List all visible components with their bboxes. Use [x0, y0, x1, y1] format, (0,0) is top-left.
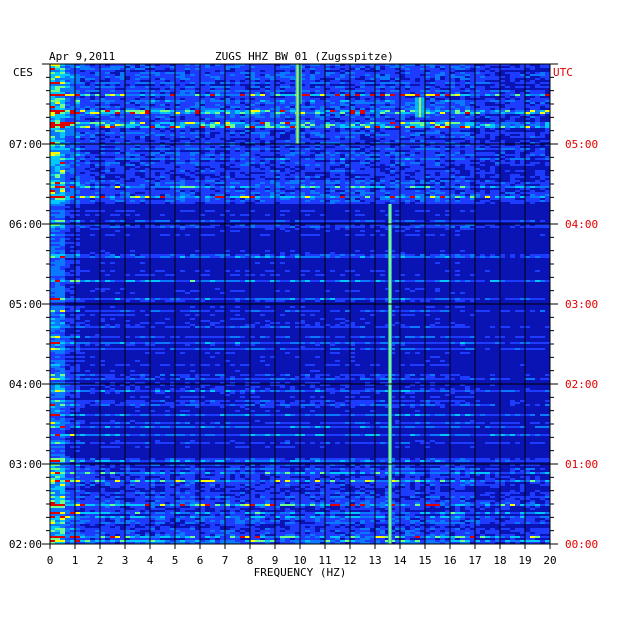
x-tick-label: 9 [272, 554, 279, 567]
right-time-label: 01:00 [565, 458, 598, 471]
right-time-label: 00:00 [565, 538, 598, 551]
grid-lines [50, 64, 550, 544]
x-tick-label: 0 [47, 554, 54, 567]
x-tick-label: 14 [393, 554, 407, 567]
x-tick-label: 15 [418, 554, 431, 567]
left-time-label: 06:00 [9, 218, 42, 231]
x-tick-label: 20 [543, 554, 556, 567]
x-tick-label: 16 [443, 554, 456, 567]
date-label: Apr 9,2011 [49, 50, 115, 63]
x-tick-label: 13 [368, 554, 381, 567]
ces-label: CES [13, 66, 33, 79]
left-time-labels: 07:00 06:00 05:00 04:00 03:00 02:00 [9, 138, 42, 551]
x-tick-label: 10 [293, 554, 306, 567]
x-tick-labels: 0 1 2 3 4 5 6 7 8 9 10 11 12 13 14 15 16 17 18 19 20 [47, 554, 557, 567]
x-tick-label: 19 [518, 554, 531, 567]
x-tick-label: 12 [343, 554, 356, 567]
left-time-label: 02:00 [9, 538, 42, 551]
feature-line-2 [295, 64, 300, 144]
x-tick-label: 2 [97, 554, 104, 567]
x-tick-label: 18 [493, 554, 506, 567]
right-time-label: 03:00 [565, 298, 598, 311]
x-tick-label: 17 [468, 554, 481, 567]
x-tick-label: 8 [247, 554, 254, 567]
left-time-label: 07:00 [9, 138, 42, 151]
left-time-label: 04:00 [9, 378, 42, 391]
x-tick-label: 11 [318, 554, 331, 567]
x-tick-label: 5 [172, 554, 179, 567]
left-time-label: 03:00 [9, 458, 42, 471]
utc-label: UTC [553, 66, 573, 79]
right-time-label: 05:00 [565, 138, 598, 151]
x-tick-label: 1 [72, 554, 79, 567]
right-time-label: 02:00 [565, 378, 598, 391]
x-tick-label: 3 [122, 554, 129, 567]
x-axis-label: FREQUENCY (HZ) [254, 566, 347, 579]
feature-burst-3 [415, 97, 425, 118]
left-time-label: 05:00 [9, 298, 42, 311]
right-time-labels: 05:00 04:00 03:00 02:00 01:00 00:00 [565, 138, 598, 551]
x-tick-label: 7 [222, 554, 229, 567]
x-tick-label: 6 [197, 554, 204, 567]
right-time-label: 04:00 [565, 218, 598, 231]
station-title: ZUGS HHZ BW 01 (Zugsspitze) [215, 50, 394, 63]
feature-persistent-line-0 [388, 204, 392, 544]
x-tick-label: 4 [147, 554, 154, 567]
axis-ticks [42, 63, 558, 549]
